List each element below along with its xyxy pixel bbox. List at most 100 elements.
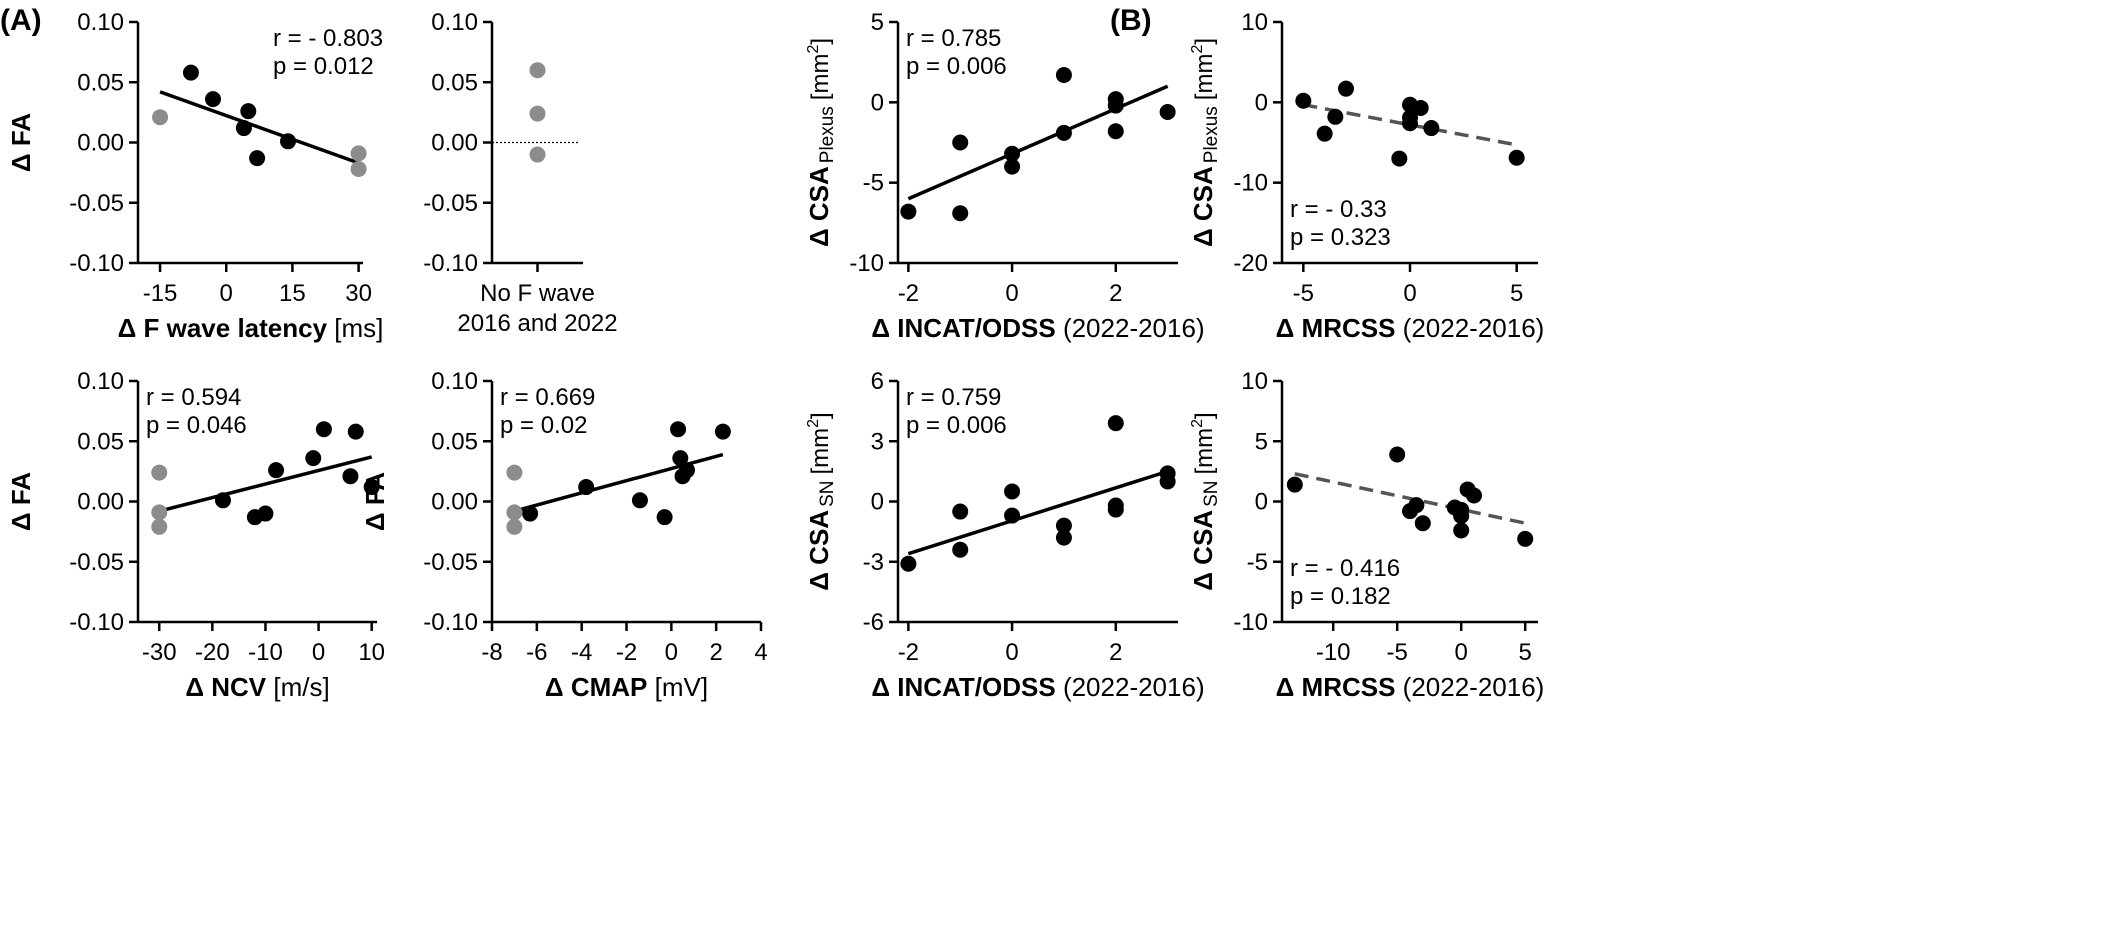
data-point [1316, 125, 1333, 142]
data-point [1055, 67, 1072, 84]
x-tick-label: 0 [1455, 639, 1468, 666]
data-point [1412, 99, 1429, 116]
data-point [1286, 476, 1303, 493]
data-point [670, 421, 687, 438]
y-tick-label: -5 [863, 170, 884, 197]
data-point [268, 462, 285, 479]
y-tick-label: -0.10 [423, 250, 478, 277]
charts-group: -0.10-0.050.000.050.10-15 0 15 30Δ F wave l… [6, 9, 1544, 702]
data-point [1508, 149, 1525, 166]
data-point [235, 120, 252, 137]
y-axis-title-subscript: SN [1201, 481, 1222, 507]
y-axis-title-unit-superscript: 2 [1189, 45, 1206, 54]
data-point [350, 161, 367, 178]
data-point [151, 464, 168, 481]
category-label: No F wave [480, 280, 595, 307]
y-tick-label: 6 [871, 368, 884, 395]
data-point [152, 109, 169, 126]
y-axis-title: Δ FA [6, 472, 36, 531]
x-axis-title-main: Δ MRCSS [1276, 672, 1396, 702]
x-tick-label: -30 [142, 639, 177, 666]
data-point [1295, 92, 1312, 109]
y-axis-title: Δ CSA Plexus [mm2] [804, 38, 838, 247]
y-axis-title-unit-close: ] [807, 412, 834, 419]
correlation-r: r = - 0.803 [273, 25, 383, 52]
y-axis-title-subscript: SN [817, 481, 838, 507]
data-point [1389, 446, 1406, 463]
x-axis-title: Δ F wave latency [ms] [118, 313, 384, 343]
data-point [1453, 507, 1470, 524]
y-tick-label: 0.10 [431, 9, 478, 36]
chart-b3: -6 -3 0 3 6 -2 0 2 Δ INCAT/ODSS (2022-2016) Δ CSA… [804, 368, 1205, 702]
y-axis-title-subscript: Plexus [817, 106, 838, 163]
y-tick-label: 0.00 [77, 489, 124, 516]
chart-a1: -0.10 -0.05 0.00 0.05 0.10 -15 0 15 30 Δ F wave l… [6, 9, 383, 343]
x-axis-title: Δ MRCSS (2022-2016) [1276, 672, 1545, 702]
regression-line [1303, 103, 1517, 147]
y-axis-title-unit-superscript: 2 [805, 45, 822, 54]
x-tick-label: 0 [1005, 639, 1018, 666]
data-point [1327, 108, 1344, 125]
y-tick-label: 0.05 [431, 69, 478, 96]
y-tick-label: -0.05 [69, 549, 124, 576]
y-tick-label: 10 [1241, 368, 1268, 395]
regression-line [158, 455, 373, 513]
data-point [672, 450, 689, 467]
x-tick-label: -5 [1387, 639, 1408, 666]
x-tick-label: 15 [279, 280, 306, 307]
x-tick-label: 5 [1519, 639, 1532, 666]
data-point [1159, 473, 1176, 490]
data-point [1107, 501, 1124, 518]
p-value: p = 0.02 [500, 412, 587, 439]
data-point [1408, 497, 1425, 514]
y-tick-label: -0.05 [69, 190, 124, 217]
p-value: p = 0.012 [273, 53, 374, 80]
data-point [1004, 507, 1021, 524]
x-tick-label: -2 [616, 639, 637, 666]
y-tick-label: 0.00 [77, 130, 124, 157]
data-point [1414, 515, 1431, 532]
data-point [952, 503, 969, 520]
x-axis-title: Δ INCAT/ODSS (2022-2016) [871, 672, 1204, 702]
data-point [1159, 103, 1176, 120]
y-axis-title-unit-close: ] [1191, 412, 1218, 419]
y-tick-label: -0.10 [69, 250, 124, 277]
x-tick-label: 2 [1109, 280, 1122, 307]
p-value: p = 0.006 [906, 53, 1007, 80]
data-point [1055, 517, 1072, 534]
data-point [529, 105, 546, 122]
y-axis-title-unit: [mm [1191, 428, 1218, 475]
data-point [151, 518, 168, 535]
data-point [900, 203, 917, 220]
x-tick-label: 0 [1403, 280, 1416, 307]
y-tick-label: 3 [871, 428, 884, 455]
data-point [1107, 123, 1124, 140]
y-tick-label: -10 [1233, 170, 1268, 197]
y-axis-title-main: Δ CSA [1188, 166, 1218, 247]
correlation-r: r = 0.785 [906, 25, 1001, 52]
data-point [240, 103, 257, 120]
data-point [952, 205, 969, 222]
p-value: p = 0.323 [1290, 224, 1391, 251]
chart-b4: -10 -5 0 5 10 -10 -5 0 5 Δ MRCSS (2022-2016) Δ CSA… [1188, 368, 1544, 702]
x-tick-label: 2 [709, 639, 722, 666]
y-tick-label: -0.10 [69, 609, 124, 636]
x-tick-label: 0 [220, 280, 233, 307]
y-tick-label: 0.05 [77, 69, 124, 96]
y-tick-label: 0.00 [431, 130, 478, 157]
data-point [506, 504, 523, 521]
y-tick-label: 0.10 [431, 368, 478, 395]
data-point [1004, 158, 1021, 175]
y-tick-label: -10 [849, 250, 884, 277]
correlation-r: r = 0.759 [906, 384, 1001, 411]
y-axis-title-main: Δ CSA [804, 510, 834, 591]
y-tick-label: 0 [871, 89, 884, 116]
x-tick-label: -2 [898, 639, 919, 666]
y-tick-label: 0.05 [431, 428, 478, 455]
data-point [952, 134, 969, 151]
y-tick-label: -20 [1233, 250, 1268, 277]
x-tick-label: 0 [312, 639, 325, 666]
x-axis-title: Δ NCV [m/s] [185, 672, 329, 702]
data-point [1391, 150, 1408, 167]
x-tick-label: 30 [345, 280, 372, 307]
